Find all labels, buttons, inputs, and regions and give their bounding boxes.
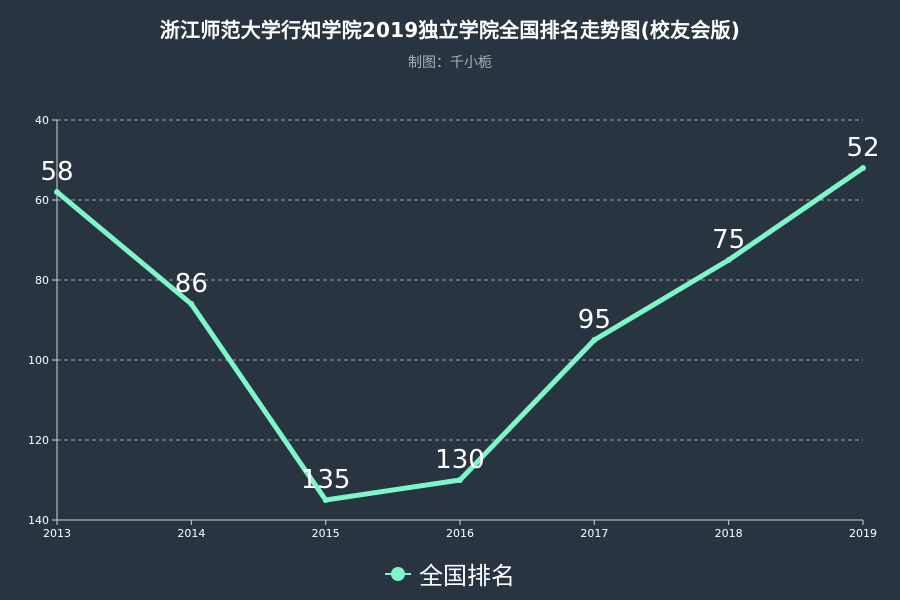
data-labels: 58 86 135 130 95 75 52 (40, 133, 879, 495)
data-point[interactable] (591, 337, 598, 343)
y-tick-label: 140 (28, 514, 49, 527)
legend-label: 全国排名 (419, 562, 515, 590)
legend[interactable]: 全国排名 (0, 556, 900, 591)
data-point[interactable] (725, 257, 732, 263)
y-tick-label: 120 (28, 434, 49, 447)
legend-marker-icon (385, 566, 411, 581)
grid-lines (57, 119, 863, 441)
data-label: 86 (175, 269, 208, 299)
x-tick-label: 2014 (177, 527, 205, 540)
data-label: 75 (712, 225, 745, 255)
data-point[interactable] (322, 497, 329, 503)
chart-title: 浙江师范大学行知学院2019独立学院全国排名走势图(校友会版) (159, 18, 741, 42)
y-tick-label: 60 (35, 194, 49, 207)
data-point[interactable] (457, 477, 463, 483)
data-label: 95 (578, 305, 611, 335)
y-tick-label: 100 (28, 354, 49, 367)
data-label: 130 (435, 445, 485, 475)
data-label: 135 (301, 465, 351, 495)
x-tick-label: 2017 (580, 527, 608, 540)
chart-subtitle: 制图：千小栀 (408, 55, 492, 71)
x-tick-label: 2015 (312, 527, 340, 540)
x-tick-label: 2013 (43, 527, 71, 540)
x-tick-label: 2019 (849, 527, 877, 540)
series-line (54, 165, 866, 503)
data-point[interactable] (54, 189, 60, 195)
data-label: 58 (40, 157, 73, 187)
data-label: 52 (846, 133, 879, 163)
x-tick-label: 2018 (715, 527, 743, 540)
data-point[interactable] (188, 301, 195, 307)
x-tick-label: 2016 (446, 527, 474, 540)
y-tick-label: 80 (35, 274, 49, 287)
data-point[interactable] (860, 165, 866, 171)
y-tick-label: 40 (35, 114, 49, 127)
